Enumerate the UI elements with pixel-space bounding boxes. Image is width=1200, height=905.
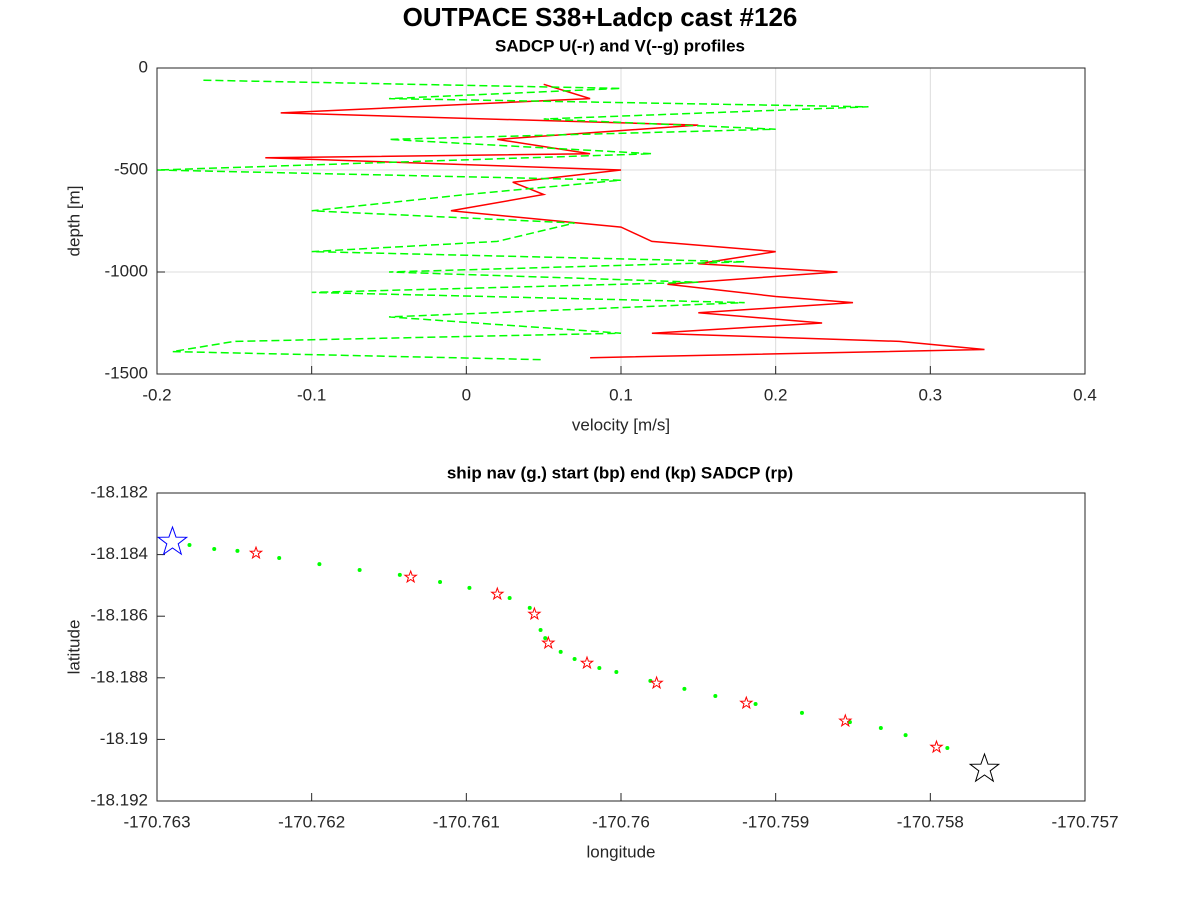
nav-point [527,605,532,610]
y-tick-label: -1500 [105,363,148,382]
nav-point [277,555,282,560]
x-tick-label: 0.2 [764,385,788,404]
nav-point [753,701,758,706]
y-tick-label: -18.188 [90,667,148,686]
nav-point [945,746,950,751]
star-marker [838,713,853,728]
y-tick-label: -18.19 [100,729,148,748]
y-tick-label: -18.192 [90,790,148,809]
x-tick-label: 0.1 [609,385,633,404]
y-tick-label: -18.186 [90,606,148,625]
nav-point [212,547,217,552]
star-marker [929,739,944,754]
axes-box [156,67,1086,375]
nav-point [572,657,577,662]
nav-point [467,585,472,590]
star-marker [579,655,595,670]
profile-line [265,83,985,359]
star-marker [490,586,505,601]
x-axis-label: longitude [586,842,655,861]
nav-point [543,636,548,641]
chart-title: ship nav (g.) start (bp) end (kp) SADCP … [447,463,793,482]
x-tick-label: 0.3 [919,385,943,404]
nav-point [558,649,563,654]
nav-point [538,628,543,633]
star-marker [968,752,1001,783]
plot-area [157,493,1085,801]
nav-point [878,726,883,731]
nav-point [713,693,718,698]
y-tick-label: -500 [114,159,148,178]
star-marker [739,695,754,710]
nav-point [597,665,602,670]
x-tick-label: -170.758 [897,812,964,831]
nav-point [397,572,402,577]
nav-point [235,548,240,553]
nav-point [438,580,443,585]
star-marker [527,606,542,621]
y-tick-label: 0 [139,57,148,76]
x-tick-label: -170.757 [1051,812,1118,831]
x-tick-label: 0.4 [1073,385,1097,404]
star-marker [248,545,264,560]
nav-point [903,733,908,738]
y-tick-label: -18.184 [90,544,148,563]
nav-point [357,568,362,572]
y-tick-label: -18.182 [90,482,148,501]
x-tick-label: -170.76 [592,812,650,831]
subtitle: SADCP U(-r) and V(--g) profiles [495,36,745,55]
x-tick-label: -170.761 [433,812,500,831]
x-tick-label: 0 [462,385,471,404]
nav-point [507,596,512,601]
x-axis-label: velocity [m/s] [572,415,670,434]
axes-box [156,492,1086,802]
x-tick-label: -0.2 [142,385,171,404]
nav-point [187,543,192,548]
y-axis-label: latitude [64,620,83,675]
x-tick-label: -170.762 [278,812,345,831]
y-axis-label: depth [m] [64,186,83,257]
x-tick-label: -170.759 [742,812,809,831]
y-tick-label: -1000 [105,261,148,280]
x-tick-label: -0.1 [297,385,326,404]
main-title: OUTPACE S38+Ladcp cast #126 [403,2,798,32]
star-marker [649,675,664,690]
star-marker [541,635,556,650]
nav-point [799,710,804,715]
star-marker [156,525,189,556]
x-tick-label: -170.763 [123,812,190,831]
nav-point [682,686,687,691]
nav-point [614,669,619,674]
star-marker [403,569,418,584]
profile-line [156,79,869,361]
nav-point [317,562,322,567]
